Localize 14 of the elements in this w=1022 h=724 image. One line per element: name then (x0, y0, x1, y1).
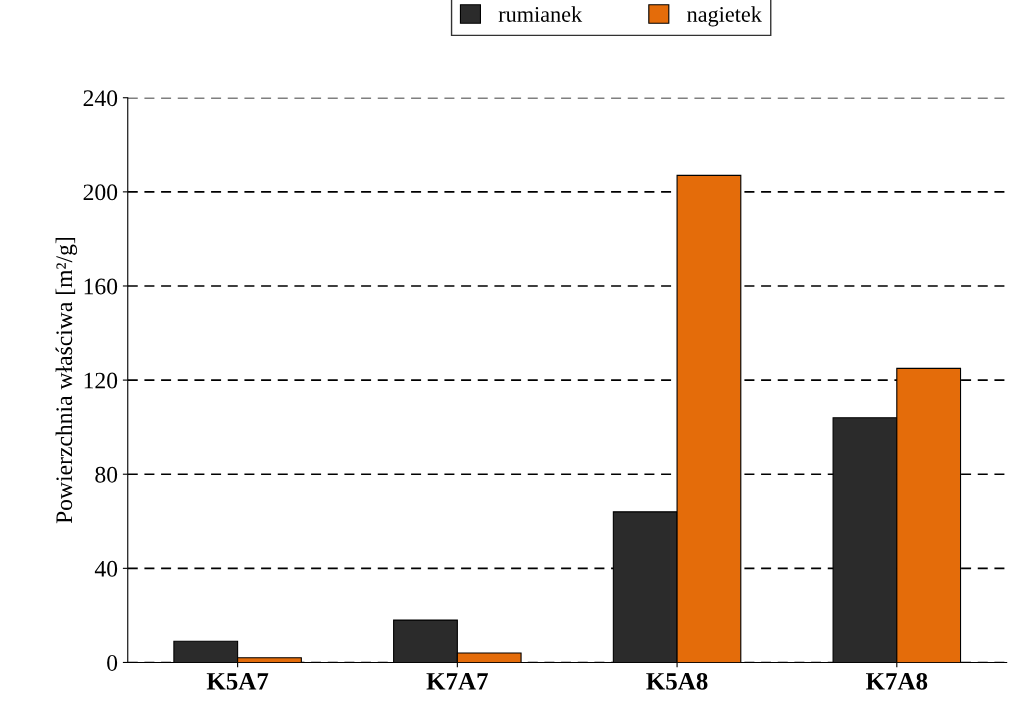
x-tick-label: K5A7 (206, 673, 269, 690)
y-axis-title: Powierzchnia właściwa [m²/g] (55, 238, 78, 524)
y-tick-label: 80 (95, 466, 118, 483)
y-tick-label: 40 (94, 560, 118, 577)
y-tick-label: 200 (83, 184, 118, 201)
y-tick-label: 0 (107, 654, 118, 671)
legend-label: nagietek (687, 6, 762, 27)
y-tick-label: 240 (83, 90, 118, 107)
y-tick-label: 160 (84, 278, 118, 295)
legend-label: rumianek (498, 6, 583, 22)
x-tick-label: K7A8 (865, 672, 928, 690)
y-tick-label: 120 (84, 372, 118, 389)
x-tick-label: K7A7 (426, 673, 488, 690)
x-tick-label: K5A8 (646, 672, 708, 690)
